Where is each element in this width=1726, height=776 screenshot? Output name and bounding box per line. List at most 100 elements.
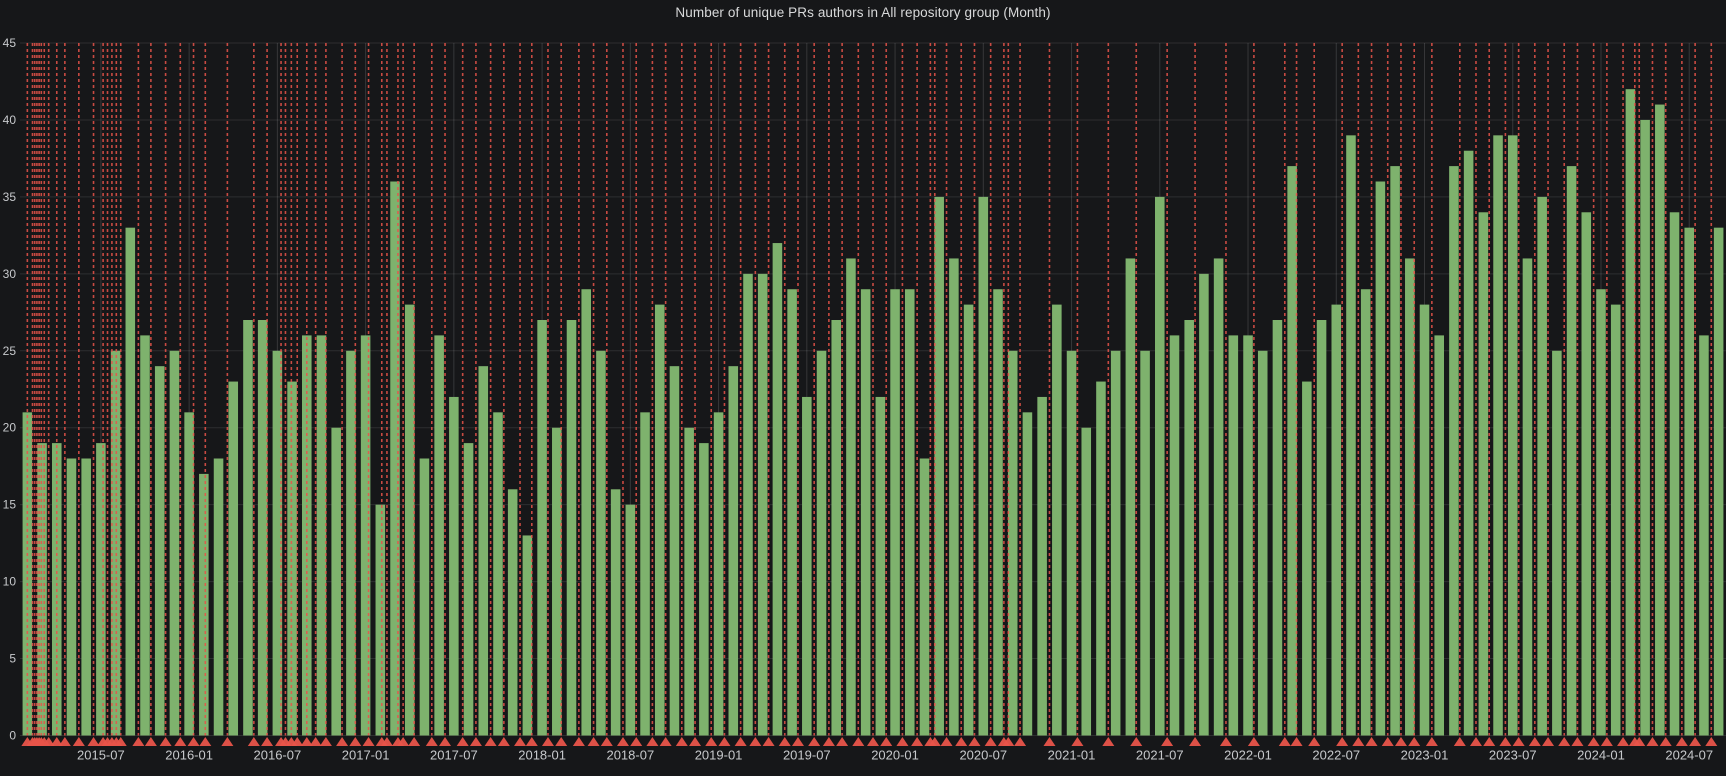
annotation-marker[interactable] <box>1043 737 1056 746</box>
annotation-marker[interactable] <box>50 737 63 746</box>
annotation-marker[interactable] <box>955 737 968 746</box>
annotation-marker[interactable] <box>734 737 747 746</box>
annotation-marker[interactable] <box>1014 737 1027 746</box>
annotation-marker[interactable] <box>572 737 585 746</box>
annotation-marker[interactable] <box>1071 737 1084 746</box>
annotation-marker[interactable] <box>1675 737 1688 746</box>
annotation-marker[interactable] <box>439 737 452 746</box>
annotation-marker[interactable] <box>456 737 469 746</box>
annotation-marker[interactable] <box>705 737 718 746</box>
annotation-marker[interactable] <box>319 737 332 746</box>
annotation-marker[interactable] <box>822 737 835 746</box>
annotation-marker[interactable] <box>425 737 438 746</box>
annotation-marker[interactable] <box>1659 737 1672 746</box>
annotation-marker[interactable] <box>58 737 71 746</box>
annotation-marker[interactable] <box>880 737 893 746</box>
annotation-marker[interactable] <box>1499 737 1512 746</box>
annotation-marker[interactable] <box>718 737 731 746</box>
annotation-marker[interactable] <box>247 737 260 746</box>
annotation-marker[interactable] <box>555 737 568 746</box>
annotation-marker[interactable] <box>867 737 879 746</box>
annotation-marker[interactable] <box>221 737 234 746</box>
annotation-marker[interactable] <box>1161 737 1174 746</box>
annotation-marker[interactable] <box>397 737 410 746</box>
annotation-marker[interactable] <box>1365 737 1378 746</box>
annotation-marker[interactable] <box>484 737 497 746</box>
annotation-marker[interactable] <box>349 737 362 746</box>
annotation-marker[interactable] <box>630 737 643 746</box>
panel-title[interactable]: Number of unique PRs authors in All repo… <box>675 5 1051 20</box>
annotation-marker[interactable] <box>1352 737 1365 746</box>
annotation-marker[interactable] <box>72 737 85 746</box>
annotation-marker[interactable] <box>514 737 527 746</box>
annotation-marker[interactable] <box>87 737 100 746</box>
annotation-marker[interactable] <box>1408 737 1421 746</box>
annotation-marker[interactable] <box>659 737 672 746</box>
annotation-marker[interactable] <box>291 737 304 746</box>
annotation-marker[interactable] <box>646 737 659 746</box>
annotation-marker[interactable] <box>1528 737 1541 746</box>
annotation-marker[interactable] <box>836 737 849 746</box>
annotation-marker[interactable] <box>675 737 688 746</box>
annotation-marker[interactable] <box>541 737 554 746</box>
annotation-marker[interactable] <box>469 737 482 746</box>
annotation-marker[interactable] <box>852 737 865 746</box>
annotation-marker[interactable] <box>1469 737 1482 746</box>
annotation-marker[interactable] <box>408 737 421 746</box>
annotation-marker[interactable] <box>1247 737 1260 746</box>
annotation-marker[interactable] <box>1633 737 1646 746</box>
annotation-marker[interactable] <box>911 737 924 746</box>
annotation-marker[interactable] <box>762 737 775 746</box>
annotation-marker[interactable] <box>1290 737 1303 746</box>
annotation-marker[interactable] <box>1705 737 1718 746</box>
annotation-marker[interactable] <box>1308 737 1321 746</box>
annotation-marker[interactable] <box>616 737 629 746</box>
annotation-marker[interactable] <box>1278 737 1291 746</box>
annotation-marker[interactable] <box>808 737 821 746</box>
annotation-marker[interactable] <box>144 737 157 746</box>
annotation-marker[interactable] <box>1381 737 1394 746</box>
annotation-marker[interactable] <box>1130 737 1143 746</box>
annotation-marker[interactable] <box>749 737 762 746</box>
annotation-marker[interactable] <box>1002 737 1015 746</box>
annotation-marker[interactable] <box>791 737 804 746</box>
annotation-marker[interactable] <box>928 737 941 746</box>
annotation-marker[interactable] <box>132 737 145 746</box>
annotation-marker[interactable] <box>940 737 953 746</box>
annotation-marker[interactable] <box>159 737 172 746</box>
annotation-marker[interactable] <box>1542 737 1555 746</box>
annotation-marker[interactable] <box>896 737 909 746</box>
annotation-marker[interactable] <box>525 737 538 746</box>
annotation-marker[interactable] <box>689 737 702 746</box>
annotation-marker[interactable] <box>1189 737 1202 746</box>
annotation-marker[interactable] <box>1646 737 1659 746</box>
annotation-marker[interactable] <box>362 737 375 746</box>
annotation-marker[interactable] <box>1394 737 1407 746</box>
annotation-marker[interactable] <box>1558 737 1571 746</box>
annotation-marker[interactable] <box>600 737 613 746</box>
annotation-marker[interactable] <box>1102 737 1115 746</box>
annotation-marker[interactable] <box>587 737 600 746</box>
annotation-marker[interactable] <box>380 737 393 746</box>
annotation-marker[interactable] <box>1219 737 1232 746</box>
annotation-marker[interactable] <box>187 737 200 746</box>
annotation-marker[interactable] <box>300 737 313 746</box>
annotation-marker[interactable] <box>1689 737 1702 746</box>
annotation-marker[interactable] <box>968 737 981 746</box>
annotation-marker[interactable] <box>1587 737 1600 746</box>
annotation-marker[interactable] <box>336 737 349 746</box>
annotation-marker[interactable] <box>1571 737 1584 746</box>
annotation-marker[interactable] <box>114 737 127 746</box>
annotation-marker[interactable] <box>1483 737 1496 746</box>
annotation-marker[interactable] <box>1617 737 1630 746</box>
annotation-marker[interactable] <box>1453 737 1466 746</box>
annotation-marker[interactable] <box>497 737 510 746</box>
annotation-marker[interactable] <box>1336 737 1349 746</box>
annotation-marker[interactable] <box>778 737 791 746</box>
annotation-marker[interactable] <box>1512 737 1525 746</box>
annotation-marker[interactable] <box>174 737 187 746</box>
annotation-marker[interactable] <box>984 737 997 746</box>
annotation-marker[interactable] <box>42 737 55 746</box>
annotation-marker[interactable] <box>1600 737 1613 746</box>
